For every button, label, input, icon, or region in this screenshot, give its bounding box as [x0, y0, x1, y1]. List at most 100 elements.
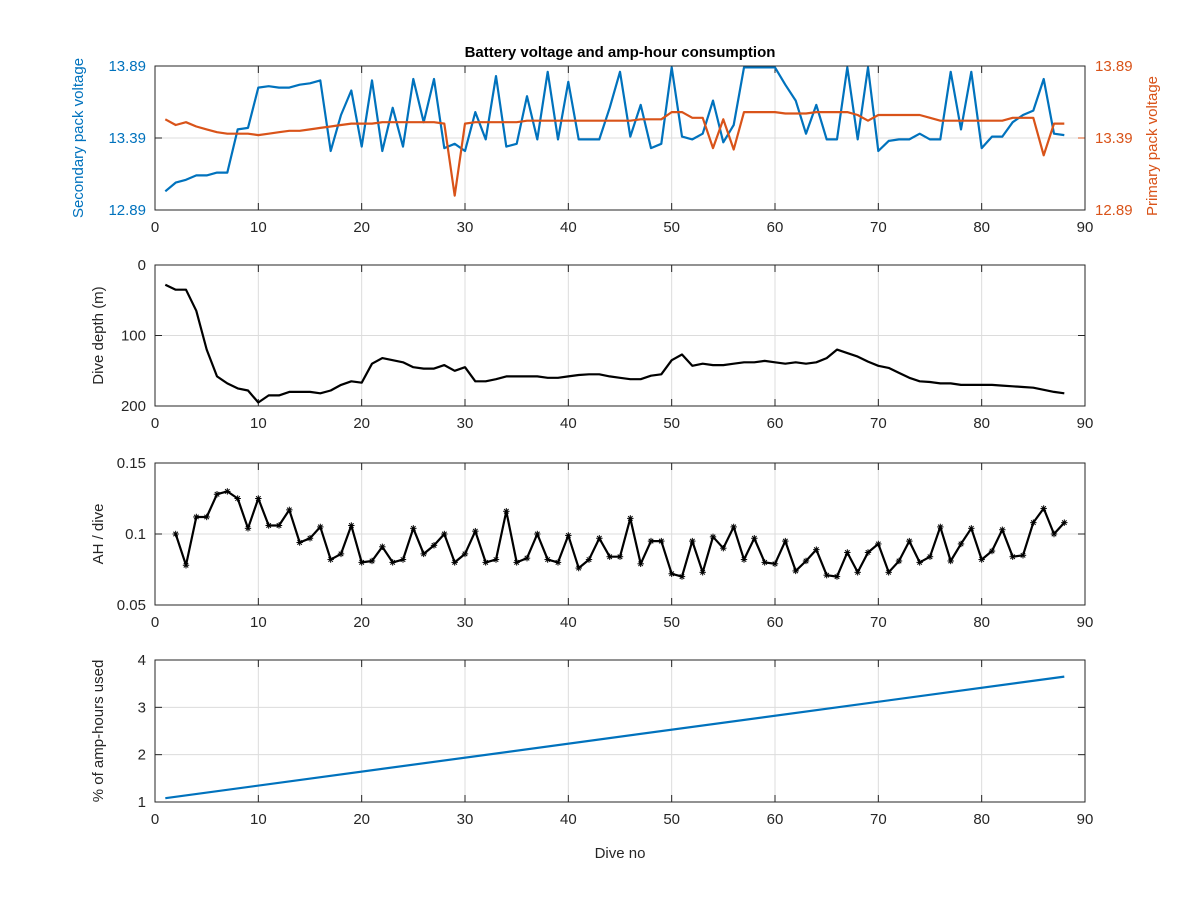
marker-stroke	[638, 561, 644, 567]
data-point	[358, 559, 365, 566]
data-point	[833, 573, 841, 580]
data-point	[906, 537, 913, 545]
y-tick-label: 12.89	[108, 202, 146, 219]
subplot-2: 0 10 20 30 40 50 60 70 80 90 0 100 200 Dive depth (m)	[90, 257, 1093, 432]
subplot-3: 0 10 20 30 40 50 60 70 80 90 0.05 0.1 0.15 AH / dive	[90, 455, 1093, 631]
x-tick-label: 0	[151, 614, 159, 631]
y-tick-label: 0.15	[117, 455, 146, 472]
data-point	[368, 557, 376, 565]
marker-stroke	[328, 556, 334, 563]
marker-stroke	[1030, 520, 1036, 526]
marker-stroke	[741, 556, 747, 563]
marker-stroke	[762, 559, 768, 565]
data-point	[978, 556, 985, 563]
marker-stroke	[276, 522, 282, 529]
data-point	[740, 556, 748, 563]
marker-stroke	[627, 515, 633, 521]
x-tick-label: 10	[250, 811, 267, 828]
x-tick-label: 50	[663, 415, 680, 432]
data-point	[926, 553, 934, 560]
data-point	[1050, 530, 1058, 538]
x-tick-label: 40	[560, 614, 577, 631]
data-point	[802, 557, 810, 565]
x-tick-label: 60	[767, 219, 784, 236]
data-point	[492, 556, 500, 563]
marker-stroke	[648, 538, 654, 544]
x-tick-label: 10	[250, 219, 267, 236]
marker-stroke	[266, 522, 272, 529]
x-tick-label: 0	[151, 219, 159, 236]
x-tick-label: 50	[663, 614, 680, 631]
marker-stroke	[565, 532, 571, 539]
marker-stroke	[359, 559, 365, 565]
marker-stroke	[317, 524, 323, 530]
x-tick-label: 40	[560, 219, 577, 236]
series-line-1	[164, 283, 1065, 404]
x-tick-label: 90	[1077, 219, 1094, 236]
marker-stroke	[844, 549, 850, 556]
y2-tick-label: 13.89	[1095, 58, 1133, 75]
x-tick-label: 50	[663, 811, 680, 828]
marker-stroke	[193, 514, 199, 520]
marker-stroke	[917, 559, 923, 565]
marker-stroke	[999, 527, 1005, 533]
marker-stroke	[689, 538, 695, 544]
marker-stroke	[751, 535, 757, 541]
data-point	[234, 495, 241, 502]
x-tick-label: 0	[151, 811, 159, 828]
data-point	[399, 556, 407, 563]
data-point	[916, 559, 923, 566]
marker-stroke	[803, 558, 809, 564]
data-point	[513, 559, 520, 566]
marker-stroke	[297, 539, 303, 546]
y-tick-label: 4	[138, 652, 146, 669]
marker-stroke	[286, 507, 292, 513]
marker-stroke	[576, 565, 582, 571]
series-line-2	[164, 110, 1065, 197]
data-point	[937, 523, 944, 531]
data-point	[337, 550, 345, 558]
data-point	[286, 506, 293, 514]
marker-stroke	[937, 524, 943, 530]
marker-stroke	[607, 554, 613, 560]
y-axis-label: Secondary pack voltage	[70, 58, 87, 218]
data-point	[957, 540, 965, 548]
marker-stroke	[441, 531, 447, 537]
data-point	[585, 556, 593, 563]
y-tick-label: 0.1	[125, 526, 146, 543]
y2-tick-label: 13.39	[1095, 130, 1133, 147]
marker-stroke	[896, 558, 902, 564]
y-tick-label: 100	[121, 328, 146, 345]
data-point	[616, 553, 624, 560]
y-tick-label: 0	[138, 257, 146, 274]
marker-stroke	[1010, 554, 1016, 560]
data-point	[792, 567, 799, 575]
data-point	[864, 549, 872, 556]
x-tick-label: 90	[1077, 415, 1094, 432]
data-point	[844, 549, 851, 556]
data-point	[317, 523, 324, 531]
x-tick-label: 60	[767, 415, 784, 432]
data-point	[327, 556, 334, 563]
data-point	[275, 522, 283, 529]
marker-stroke	[483, 559, 489, 565]
data-point	[172, 530, 179, 538]
x-tick-label: 20	[353, 614, 370, 631]
x-tick-label: 20	[353, 811, 370, 828]
marker-stroke	[431, 542, 437, 548]
data-point	[761, 559, 768, 566]
marker-stroke	[462, 551, 468, 557]
x-tick-label: 20	[353, 415, 370, 432]
data-point	[720, 545, 727, 552]
data-point	[637, 560, 644, 568]
y-tick-label: 0.05	[117, 597, 146, 614]
marker-stroke	[658, 538, 664, 544]
axes-frame	[154, 462, 1086, 606]
data-point	[999, 526, 1006, 533]
marker-stroke	[782, 538, 788, 544]
x-tick-label: 70	[870, 614, 887, 631]
data-point	[348, 522, 355, 529]
marker-stroke	[503, 508, 509, 514]
subplots: 0 10 20 30 40 50 60 70 80 9012.8913.3913.8912.891…	[70, 58, 1161, 862]
